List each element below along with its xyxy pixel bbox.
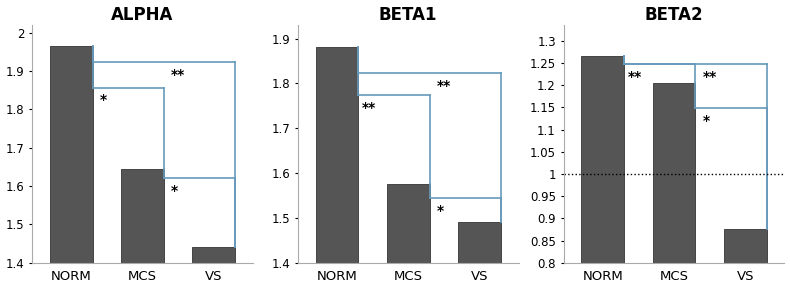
Bar [724,229,766,263]
Bar [315,47,359,263]
Text: **: ** [702,70,717,84]
Text: **: ** [171,68,185,82]
Bar [581,56,624,263]
Text: *: * [702,114,709,128]
Bar [50,46,92,263]
Bar [121,169,164,263]
Title: ALPHA: ALPHA [111,5,174,24]
Title: BETA2: BETA2 [645,5,703,24]
Title: BETA1: BETA1 [379,5,438,24]
Bar [653,83,695,263]
Text: *: * [171,184,178,198]
Text: *: * [100,93,107,107]
Bar [387,184,430,263]
Text: *: * [437,204,444,218]
Text: **: ** [628,70,642,84]
Text: **: ** [437,79,451,93]
Text: **: ** [362,101,376,115]
Bar [458,223,501,263]
Bar [192,247,235,263]
